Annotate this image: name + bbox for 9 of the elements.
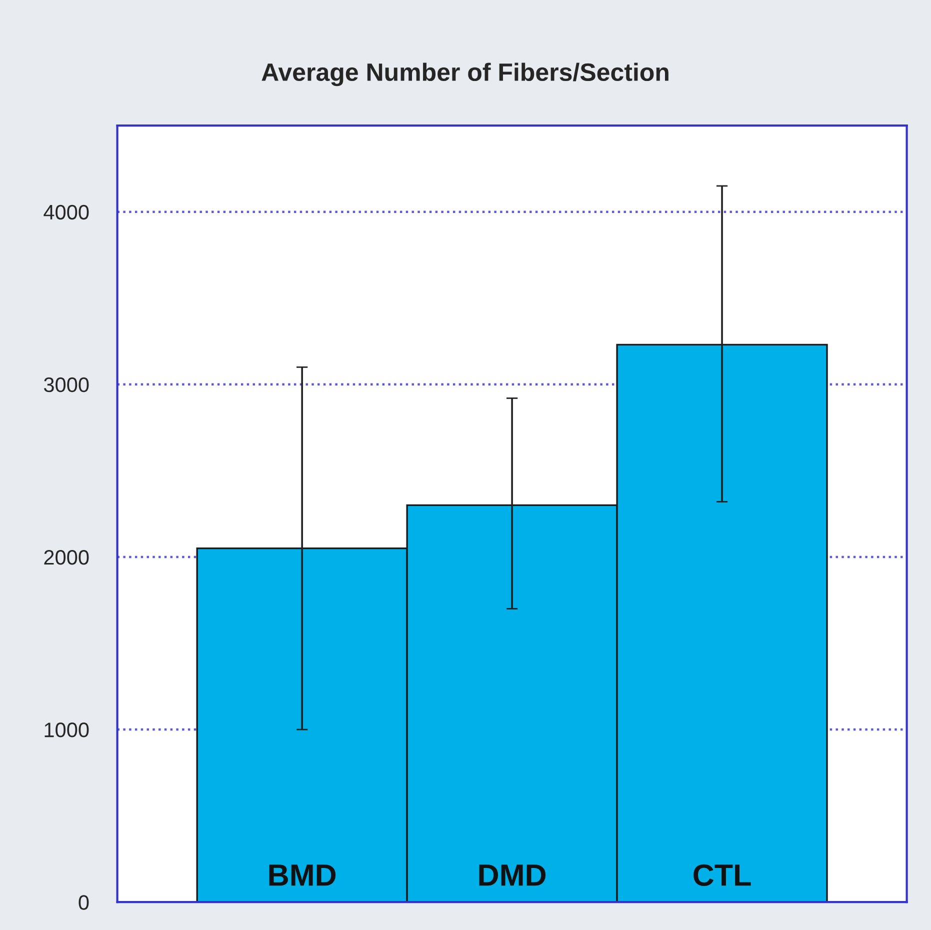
y-tick-label: 3000 xyxy=(44,377,89,392)
x-tick-label: DMD xyxy=(479,864,546,886)
y-tick-label: 2000 xyxy=(44,550,89,565)
y-tick-label: 1000 xyxy=(44,722,89,738)
chart-title: Average Number of Fibers/Section xyxy=(262,62,668,86)
y-tick-label: 0 xyxy=(78,895,89,910)
x-tick-label: BMD xyxy=(269,864,336,886)
x-tick-label: CTL xyxy=(694,864,751,886)
y-tick-label: 4000 xyxy=(44,204,89,220)
